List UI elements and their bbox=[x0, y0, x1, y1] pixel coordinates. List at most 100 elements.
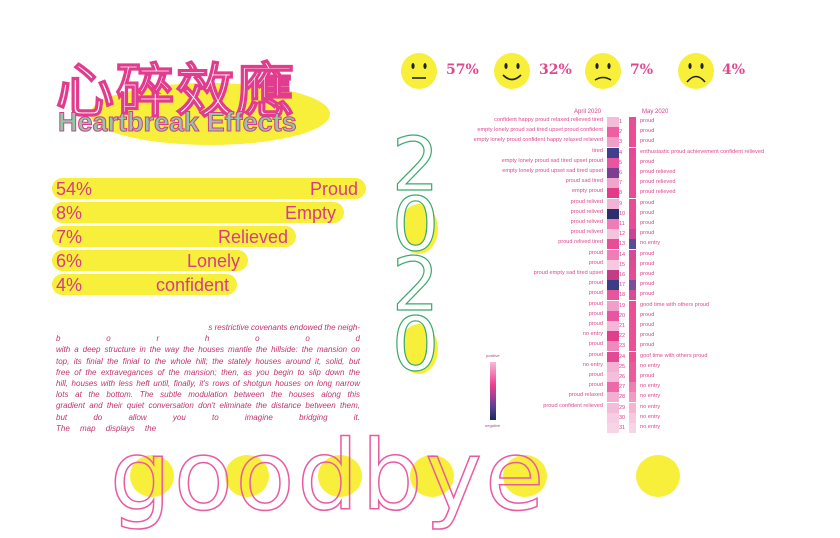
may-entry: no entry bbox=[640, 413, 661, 420]
may-day-cell bbox=[629, 127, 636, 138]
neutral-face-icon bbox=[401, 53, 437, 89]
year-digit: 0 bbox=[391, 182, 440, 268]
face-percent: 57% bbox=[446, 62, 479, 78]
may-entry: proud bbox=[640, 230, 655, 237]
may-day-cell bbox=[629, 270, 636, 280]
day-number: 15 bbox=[619, 261, 626, 268]
day-number: 5 bbox=[619, 159, 623, 166]
april-day-cell bbox=[607, 290, 619, 301]
year-digit: 0 bbox=[391, 302, 440, 388]
may-day-cell bbox=[629, 249, 636, 260]
day-number: 8 bbox=[619, 190, 623, 197]
april-day-cell bbox=[607, 178, 619, 189]
april-day-cell bbox=[607, 423, 619, 433]
mood-percent: 4% bbox=[56, 275, 83, 295]
april-entry: empty lonely proud confident happy relax… bbox=[473, 137, 603, 144]
may-entry: proud bbox=[640, 271, 655, 277]
april-day-cell bbox=[607, 127, 619, 138]
april-entry: proud bbox=[588, 351, 603, 358]
april-entry: proud sad tired bbox=[565, 178, 603, 185]
may-entry: proud bbox=[640, 311, 655, 318]
goodbye-dot bbox=[636, 455, 680, 497]
day-number: 19 bbox=[619, 302, 626, 309]
may-day-cell bbox=[629, 412, 636, 423]
april-entry: proud bbox=[588, 280, 603, 287]
april-entry: empty lonely proud upset sad tired upset bbox=[502, 168, 603, 174]
april-day-cell bbox=[607, 310, 619, 321]
may-entry: proud bbox=[640, 118, 655, 124]
mood-percent: 7% bbox=[56, 227, 83, 247]
may-day-cell bbox=[629, 351, 636, 362]
april-entry: proud bbox=[588, 259, 603, 266]
mood-bar-proud: 54% Proud bbox=[52, 178, 366, 199]
may-day-cell bbox=[629, 392, 636, 403]
frowning-face-icon bbox=[678, 53, 714, 89]
essay-paragraph: s restrictive covenants endowed the neig… bbox=[56, 322, 360, 434]
may-day-cell bbox=[629, 300, 636, 311]
april-entry: proud relived bbox=[570, 229, 603, 236]
may-day-cell bbox=[629, 321, 636, 331]
april-day-cell bbox=[607, 402, 619, 413]
face-percent: 32% bbox=[539, 62, 572, 78]
april-day-cell bbox=[607, 412, 619, 423]
april-entry: proud relived bbox=[570, 219, 603, 225]
may-day-cell bbox=[629, 117, 636, 127]
april-entry: proud bbox=[588, 300, 603, 307]
may-entry: proud bbox=[640, 373, 655, 379]
april-entry: proud relived bbox=[570, 208, 603, 215]
may-entry: proud bbox=[640, 138, 655, 145]
mood-label: confident bbox=[155, 275, 229, 295]
may-day-cell bbox=[629, 147, 636, 158]
day-number: 20 bbox=[619, 312, 626, 319]
april-day-cell bbox=[607, 229, 619, 240]
day-number: 27 bbox=[619, 384, 626, 391]
year-zero-fill bbox=[400, 204, 438, 254]
may-day-cell bbox=[629, 341, 636, 352]
april-header: April 2020 bbox=[574, 109, 602, 115]
may-entry: proud bbox=[640, 199, 655, 206]
mood-bar-lonely: 6% Lonely bbox=[52, 250, 248, 271]
april-day-cell bbox=[607, 392, 619, 403]
april-day-cell bbox=[607, 117, 619, 127]
may-entry: no entry bbox=[640, 240, 661, 247]
day-number: 1 bbox=[619, 119, 623, 125]
april-entry: tired bbox=[592, 147, 603, 154]
april-entry: proud bbox=[588, 310, 603, 317]
may-day-cell bbox=[629, 372, 636, 382]
day-number: 21 bbox=[619, 323, 626, 329]
april-entry: proud relived bbox=[570, 198, 603, 205]
paragraph-line: s restrictive covenants endowed the neig… bbox=[208, 323, 360, 332]
may-entry: no entry bbox=[640, 424, 661, 430]
april-day-cell bbox=[607, 259, 619, 270]
may-day-cell bbox=[629, 423, 636, 433]
may-entry: no entry bbox=[640, 383, 661, 390]
day-number: 13 bbox=[619, 241, 626, 248]
may-entry: proud bbox=[640, 158, 655, 165]
may-day-cell bbox=[629, 188, 636, 199]
day-number: 16 bbox=[619, 272, 626, 278]
face-percent: 7% bbox=[630, 62, 654, 78]
paragraph-line: top, its finial the finial to the whole … bbox=[56, 356, 360, 366]
may-day-cell bbox=[629, 208, 636, 219]
april-day-cell bbox=[607, 372, 619, 382]
may-day-cell bbox=[629, 280, 636, 291]
april-day-cell bbox=[607, 300, 619, 311]
may-day-cell bbox=[629, 259, 636, 270]
april-day-cell bbox=[607, 341, 619, 352]
april-day-cell bbox=[607, 331, 619, 342]
english-title: Heartbreak Effects bbox=[58, 107, 298, 138]
april-day-cell bbox=[607, 198, 619, 209]
legend-negative-label: negative bbox=[485, 423, 501, 428]
day-number: 26 bbox=[619, 374, 626, 380]
may-entry: no entry bbox=[640, 403, 661, 410]
may-entry: no entry bbox=[640, 393, 661, 400]
day-number: 29 bbox=[619, 404, 626, 411]
goodbye-dot bbox=[410, 455, 454, 497]
may-entry: proud bbox=[640, 260, 655, 267]
day-number: 4 bbox=[619, 149, 623, 156]
mood-bar-empty: 8% Empty bbox=[52, 202, 344, 223]
april-entry: empty proud bbox=[571, 188, 603, 195]
may-entry: proud bbox=[640, 281, 655, 288]
may-day-cell bbox=[629, 310, 636, 321]
may-day-cell bbox=[629, 290, 636, 301]
